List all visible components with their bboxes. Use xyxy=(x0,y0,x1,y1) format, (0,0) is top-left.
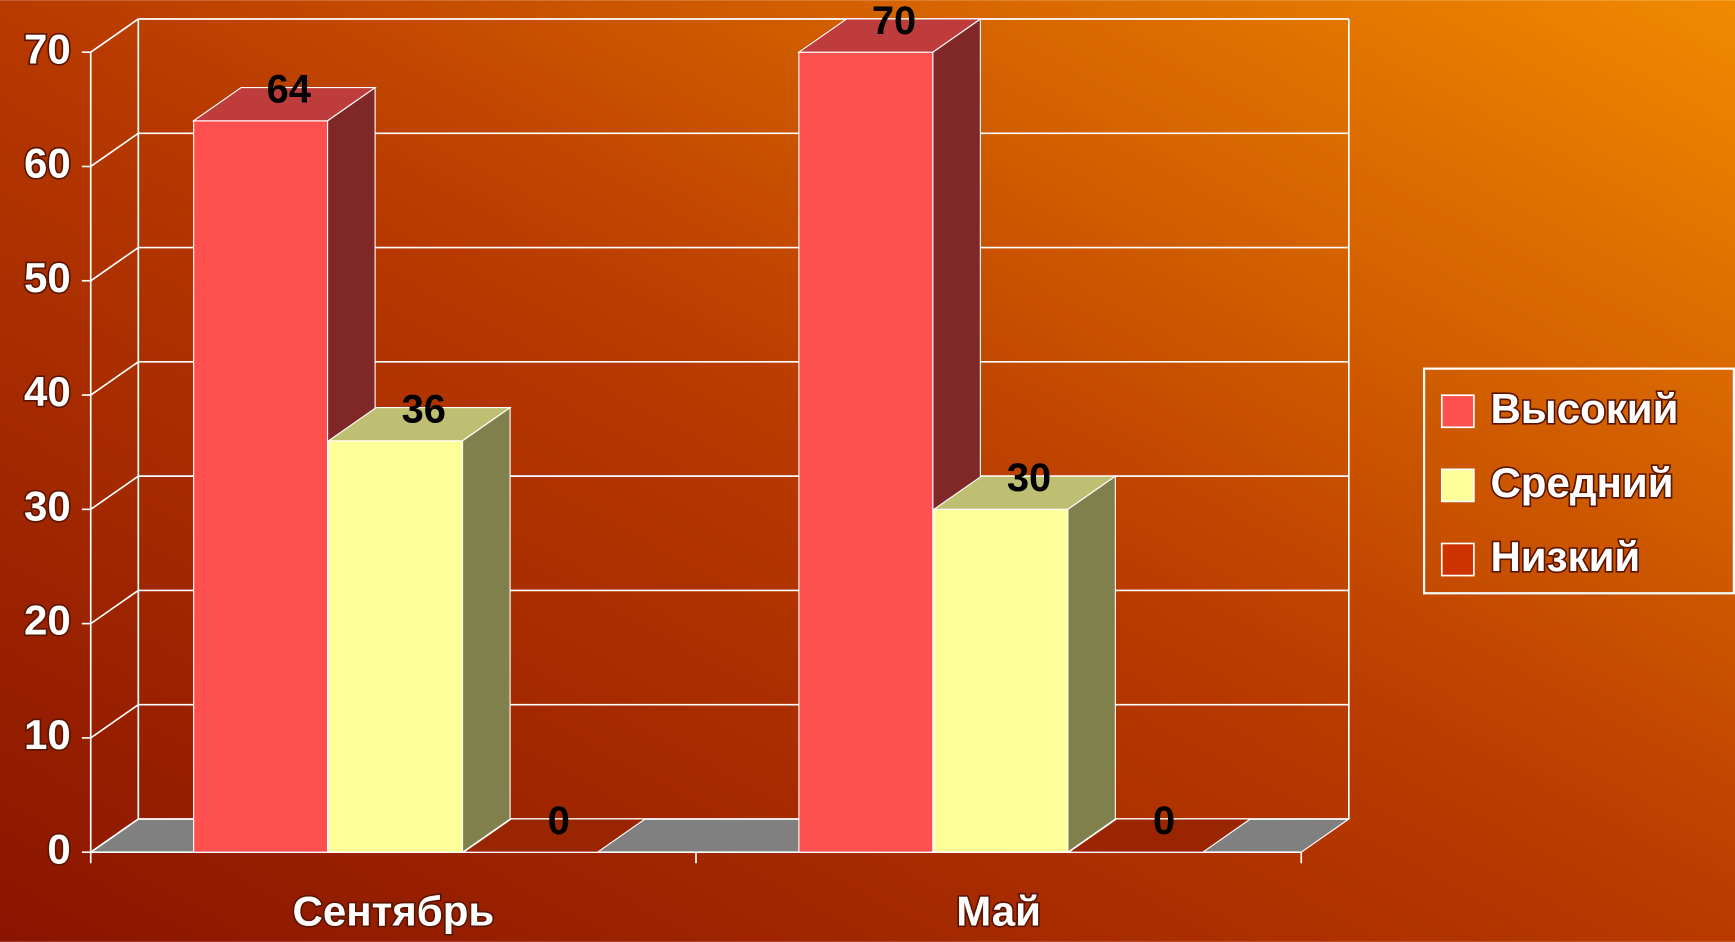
legend-label: Низкий xyxy=(1490,533,1640,580)
y-tick-label: 70 xyxy=(24,25,71,72)
bar-top xyxy=(1067,818,1253,853)
y-tick-label: 50 xyxy=(24,254,71,301)
bar-front xyxy=(933,508,1069,853)
bar-front xyxy=(193,120,329,853)
data-label: 36 xyxy=(402,388,446,432)
bar-top xyxy=(932,475,1118,510)
bar-side xyxy=(1067,475,1116,854)
bar-side xyxy=(461,406,511,854)
grid-line xyxy=(90,132,139,168)
bar xyxy=(797,17,983,854)
bar xyxy=(326,406,512,854)
bar-front xyxy=(328,440,464,853)
legend-box xyxy=(1422,367,1735,595)
y-tick-label: 0 xyxy=(47,825,70,872)
data-label: 30 xyxy=(1007,456,1051,500)
legend-swatch xyxy=(1440,542,1475,577)
legend-swatch xyxy=(1440,394,1475,429)
data-label: 64 xyxy=(267,68,311,112)
bar xyxy=(1067,818,1253,853)
grid-line xyxy=(90,18,139,53)
bar xyxy=(932,475,1118,854)
bar-top xyxy=(191,87,377,122)
bar-top xyxy=(326,407,512,442)
y-tick-label: 10 xyxy=(24,711,71,758)
data-label: 0 xyxy=(1153,799,1175,843)
grid-line xyxy=(90,475,139,511)
bar xyxy=(461,818,647,853)
legend-label: Средний xyxy=(1490,459,1673,506)
grid-line xyxy=(90,589,139,625)
grid-line xyxy=(90,361,139,396)
data-label: 70 xyxy=(872,0,916,43)
y-tick-label: 30 xyxy=(24,482,71,529)
x-tick-label: Сентябрь xyxy=(293,887,495,934)
bar-top xyxy=(461,818,647,853)
bar-front xyxy=(798,51,934,853)
data-label: 0 xyxy=(548,799,570,843)
x-tick-label: Май xyxy=(956,887,1041,934)
y-tick-label: 60 xyxy=(24,140,71,187)
grid-line xyxy=(90,246,139,282)
grid-line xyxy=(90,818,139,853)
y-tick-label: 40 xyxy=(24,368,71,415)
grid-line xyxy=(90,704,139,739)
legend-label: Высокий xyxy=(1490,385,1678,432)
y-tick-label: 20 xyxy=(24,597,71,644)
bar-top xyxy=(797,18,983,53)
legend-swatch xyxy=(1440,468,1475,503)
